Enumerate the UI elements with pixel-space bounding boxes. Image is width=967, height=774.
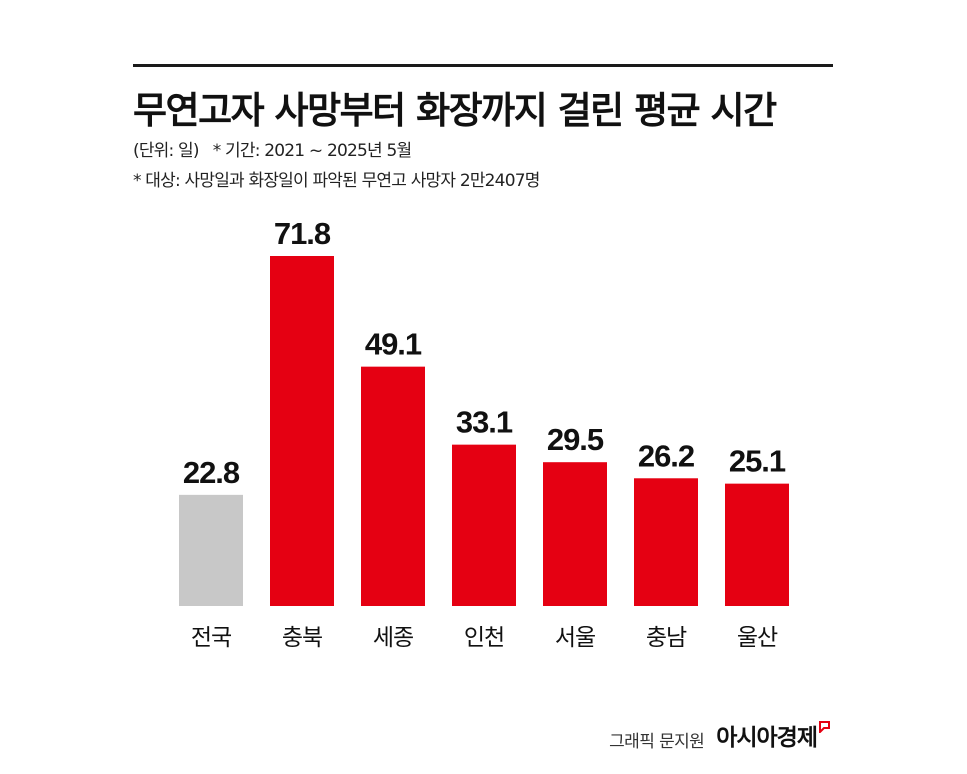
- category-label: 울산: [737, 625, 778, 651]
- brand-logo: 아시아경제: [716, 718, 830, 752]
- category-label: 서울: [555, 625, 595, 651]
- period-note: * 기간: 2021 ~ 2025년 5월: [212, 141, 412, 161]
- unit-note: (단위: 일): [133, 141, 200, 161]
- category-label: 전국: [191, 625, 231, 651]
- bar-전국: [179, 494, 243, 606]
- category-label: 세종: [373, 625, 413, 651]
- value-label: 33.1: [456, 405, 513, 440]
- value-label: 22.8: [183, 455, 240, 490]
- bar-세종: [361, 366, 425, 606]
- brand-name: 아시아경제: [716, 725, 818, 751]
- category-label: 충북: [282, 625, 322, 651]
- bar-인천: [452, 444, 516, 606]
- note-line-1: (단위: 일) * 기간: 2021 ~ 2025년 5월: [133, 136, 412, 161]
- graphic-credit: 그래픽 문지원: [609, 732, 705, 752]
- bar-서울: [543, 462, 607, 606]
- value-label: 26.2: [638, 438, 694, 473]
- value-label: 29.5: [547, 422, 604, 457]
- value-label: 49.1: [365, 327, 422, 362]
- top-rule: [133, 64, 833, 67]
- value-label: 71.8: [274, 216, 331, 251]
- category-label: 인천: [464, 625, 504, 651]
- chart-title: 무연고자 사망부터 화장까지 걸린 평균 시간: [133, 89, 777, 132]
- target-note: * 대상: 사망일과 화장일이 파악된 무연고 사망자 2만2407명: [133, 171, 540, 191]
- bar-충남: [634, 478, 698, 606]
- value-label: 25.1: [729, 444, 786, 479]
- brand-mark-icon: [819, 721, 830, 733]
- bar-울산: [725, 483, 789, 606]
- category-label: 충남: [646, 625, 687, 651]
- bar-충북: [270, 256, 334, 606]
- credit: 그래픽 문지원 아시아경제: [609, 718, 830, 752]
